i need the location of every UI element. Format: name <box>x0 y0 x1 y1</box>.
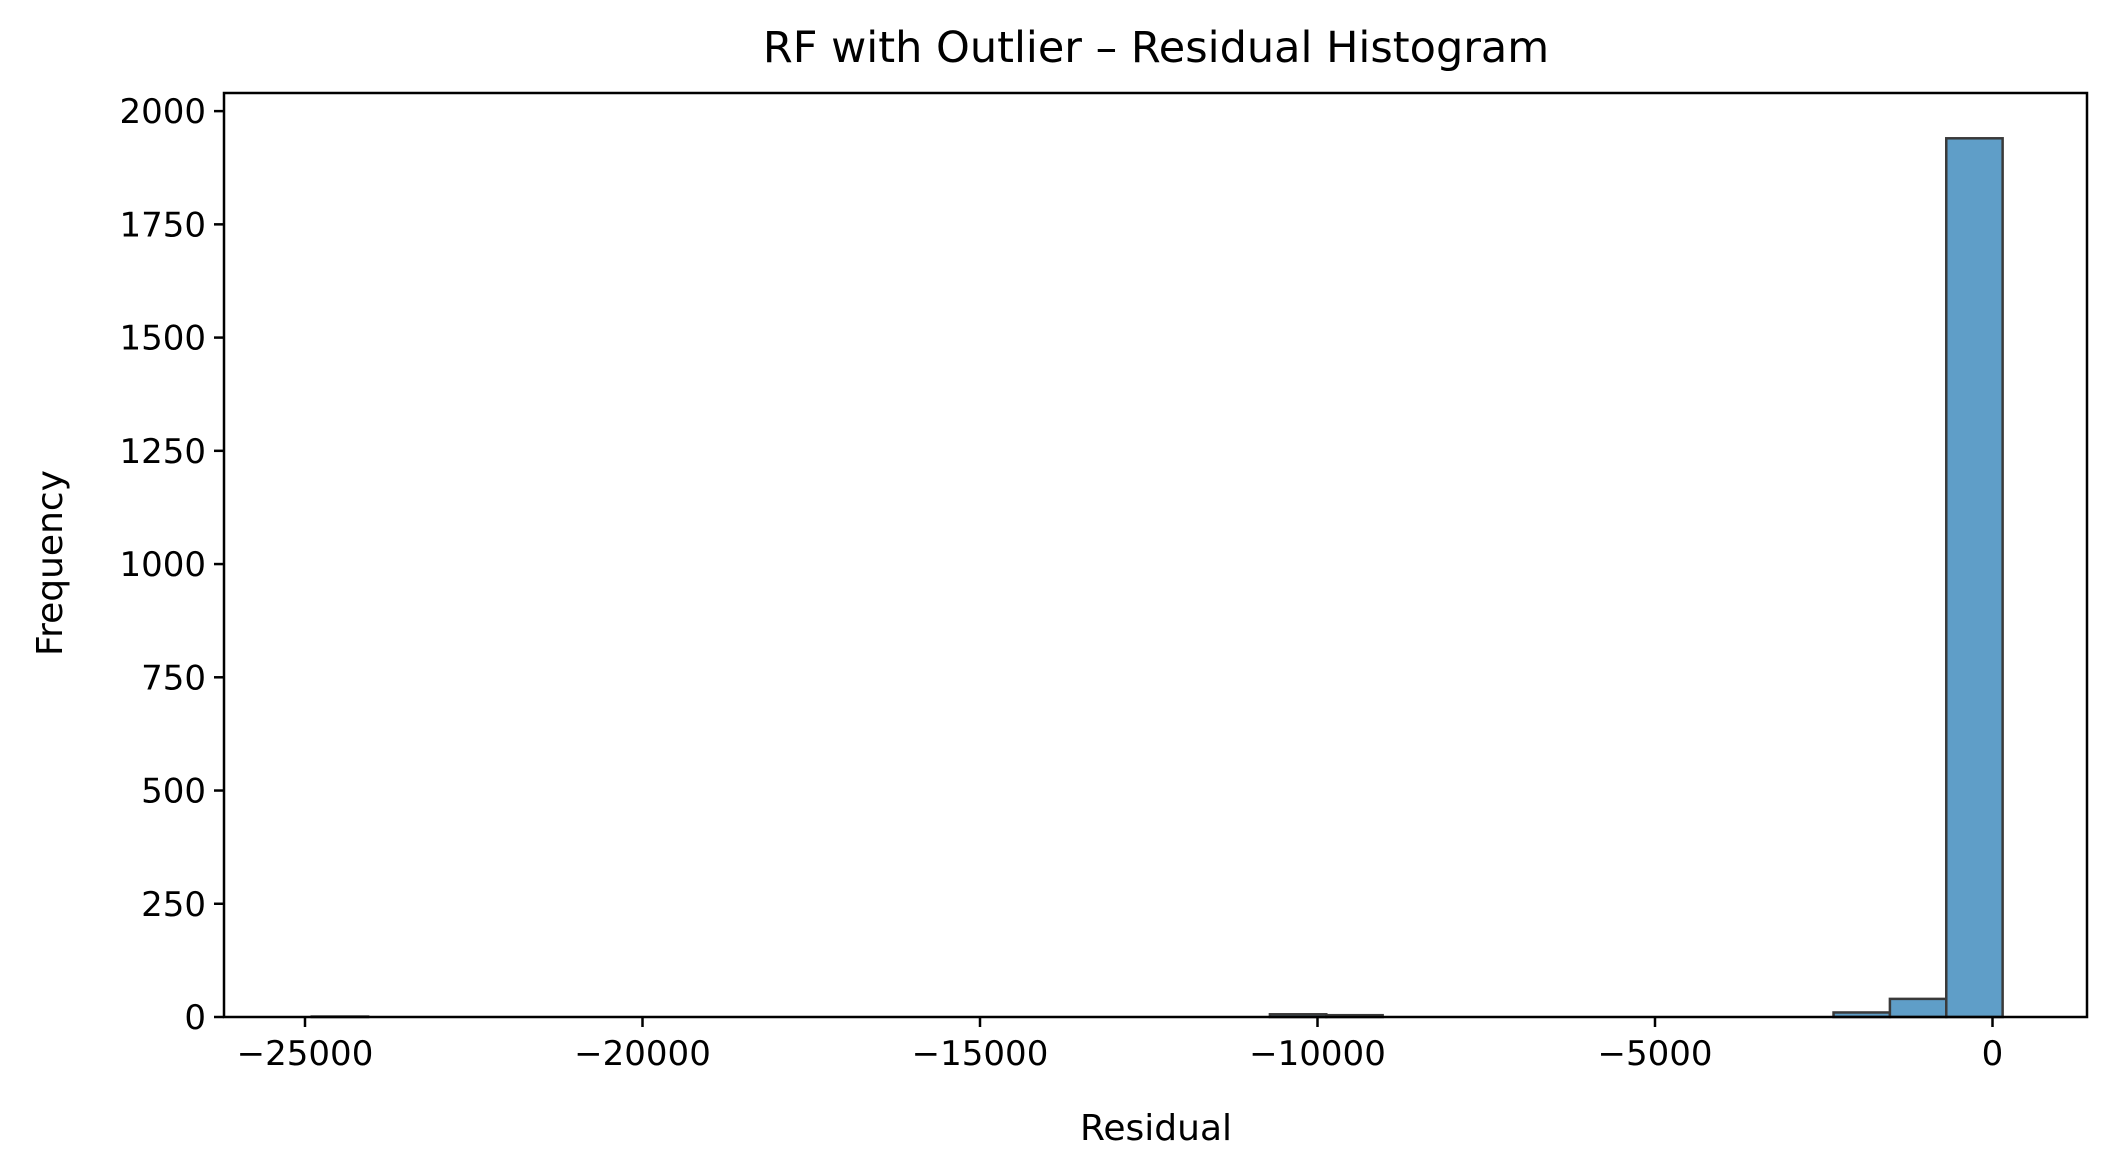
x-tick-label: −25000 <box>237 1034 374 1074</box>
plot-frame <box>222 91 2089 1019</box>
histogram-bars <box>310 137 2004 1019</box>
chart-title: RF with Outlier – Residual Histogram <box>763 23 1549 73</box>
y-tick-label: 250 <box>141 885 206 925</box>
y-axis-label: Frequency <box>30 470 71 656</box>
y-tick-label: 1250 <box>119 432 206 472</box>
histogram-bar <box>1888 997 1948 1019</box>
y-tick-label: 1750 <box>119 205 206 245</box>
x-tick-label: −15000 <box>912 1034 1049 1074</box>
x-tick-label: −10000 <box>1249 1034 1386 1074</box>
y-tick-label: 2000 <box>119 92 206 132</box>
x-tick-label: −5000 <box>1597 1034 1712 1074</box>
histogram-bar <box>1945 137 2004 1019</box>
y-tick-label: 1500 <box>119 319 206 359</box>
y-tick-label: 0 <box>184 998 206 1038</box>
y-axis-ticks: 0 250 500 750 1000 1250 1500 1750 2000 <box>119 92 224 1038</box>
x-axis-ticks: −25000 −20000 −15000 −10000 −5000 0 <box>237 1017 2004 1074</box>
x-tick-label: 0 <box>1982 1034 2004 1074</box>
x-axis-label: Residual <box>1080 1108 1232 1149</box>
x-tick-label: −20000 <box>574 1034 711 1074</box>
y-tick-label: 750 <box>141 658 206 698</box>
y-tick-label: 1000 <box>119 545 206 585</box>
y-tick-label: 500 <box>141 772 206 812</box>
